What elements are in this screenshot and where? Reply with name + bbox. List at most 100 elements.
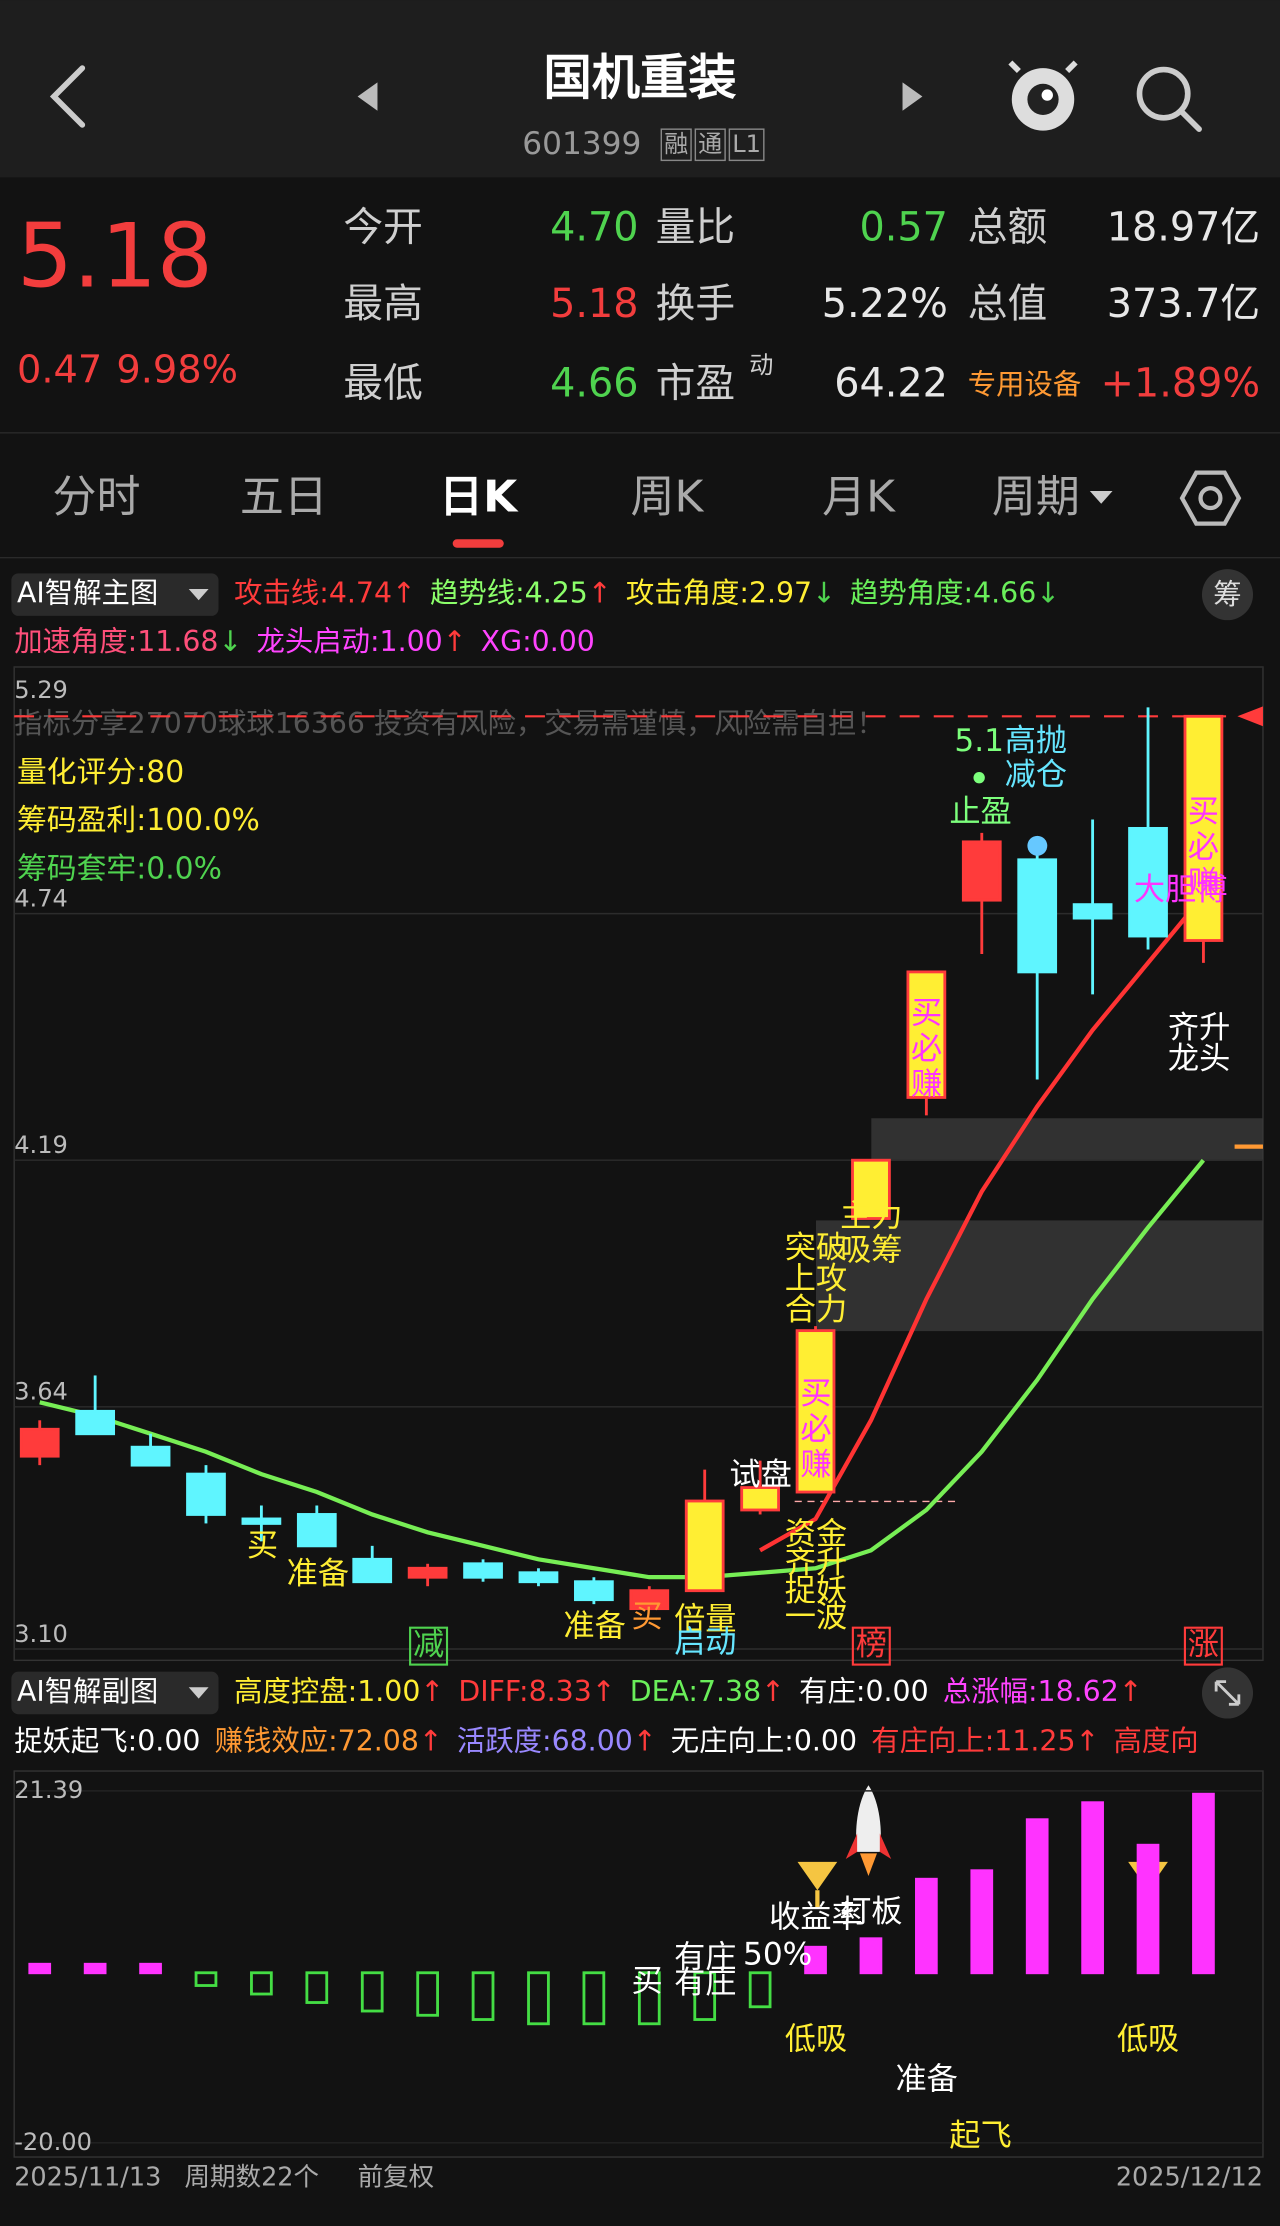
- annotation: 50%: [743, 1937, 812, 1973]
- stat-label-sup: 动: [749, 351, 773, 379]
- annotation: 一波: [785, 1599, 847, 1635]
- tab[interactable]: 五日: [240, 472, 328, 523]
- annotation-box: [851, 1626, 891, 1666]
- indicator-value: XG:0.00: [481, 625, 595, 658]
- y-tick-label: 5.29: [14, 676, 68, 704]
- annotation: 上攻: [785, 1261, 847, 1297]
- annotation: 倍量: [674, 1602, 736, 1638]
- zone: [815, 1220, 1263, 1332]
- indicator-arrow: ↑: [588, 577, 612, 610]
- sub-bar: [83, 1962, 107, 1975]
- annotation: 买必赚: [911, 996, 942, 1103]
- annotation: 准备: [563, 1609, 625, 1645]
- adjust-mode: 前复权: [358, 2162, 435, 2192]
- candle-body: [684, 1499, 725, 1593]
- prev-stock[interactable]: [357, 82, 378, 111]
- trophy-icon: [797, 1861, 838, 1909]
- indicator-arrow: ↑: [633, 1725, 657, 1758]
- candle-body: [186, 1472, 226, 1516]
- sub-bar: [970, 1869, 994, 1975]
- indicator-value: 攻击角度:2.97: [626, 577, 812, 610]
- expand-button[interactable]: [1201, 1667, 1254, 1719]
- tab[interactable]: 月K: [822, 472, 896, 523]
- annotation: 5.1: [954, 723, 1004, 759]
- annotation: 齐升: [1168, 1010, 1230, 1046]
- candle-body: [795, 1329, 836, 1494]
- indicator-value: DIFF:8.33: [458, 1675, 591, 1708]
- y-tick-label: 4.19: [14, 1131, 68, 1159]
- chip-button-label[interactable]: 筹: [1213, 578, 1241, 611]
- tab[interactable]: 分时: [53, 472, 141, 523]
- candle-body: [906, 970, 947, 1099]
- candle-body: [629, 1589, 670, 1611]
- sub-bar: [748, 1971, 772, 2009]
- sub-indicator-name[interactable]: AI智解副图: [17, 1675, 158, 1708]
- stat-label: 量比: [656, 204, 735, 250]
- back-button[interactable]: [49, 65, 86, 128]
- badge: [728, 128, 765, 162]
- annotation: 合力: [785, 1292, 847, 1328]
- period-count: 周期数22个: [184, 2162, 319, 2192]
- tab[interactable]: 日K: [439, 472, 519, 523]
- main-indicator-name[interactable]: AI智解主图: [17, 577, 158, 610]
- candle-body: [296, 1513, 337, 1548]
- candle-body: [961, 840, 1002, 902]
- zone: [871, 1118, 1263, 1161]
- candle-body: [574, 1580, 614, 1602]
- stat-value: 5.22%: [822, 281, 948, 327]
- candle-body: [463, 1562, 503, 1579]
- sub-bar: [527, 1971, 550, 2026]
- annotation: 齐升: [785, 1545, 847, 1581]
- tab-indicator: [452, 539, 504, 548]
- chip-trapped: 筹码套牢:0.0%: [17, 851, 222, 886]
- stat-label: 总额: [968, 204, 1047, 250]
- annotation: 捉妖: [785, 1573, 847, 1609]
- sub-bar: [804, 1945, 827, 1975]
- annotation: 买: [631, 1963, 662, 1999]
- sub-indicator-button[interactable]: [11, 1671, 219, 1715]
- stat-label: 专用设备: [968, 368, 1082, 401]
- annotation: 有庄: [674, 1939, 736, 1975]
- stat-value: 5.18: [550, 281, 638, 327]
- moving-average: [39, 1158, 1206, 1580]
- annotation: 有庄: [674, 1965, 736, 2001]
- sub-bar: [250, 1971, 273, 1996]
- indicator-value: 高度向: [1114, 1725, 1199, 1758]
- price-change: 0.47: [17, 347, 102, 392]
- tab[interactable]: 周K: [631, 472, 705, 523]
- sub-bar: [693, 1971, 717, 2021]
- stat-label: 换手: [656, 281, 735, 327]
- signal-dot: [1027, 835, 1048, 856]
- search-icon[interactable]: [1136, 66, 1202, 132]
- indicator-value: 高度控盘:1.00: [234, 1675, 420, 1708]
- annotation: 准备: [287, 1556, 349, 1592]
- y-tick-label: 4.74: [14, 884, 68, 912]
- sub-chart-frame: [13, 1770, 1264, 2158]
- main-indicator-button[interactable]: [11, 573, 219, 616]
- annotation: 低吸: [1117, 2022, 1179, 2058]
- settings-icon[interactable]: [1179, 470, 1242, 526]
- candle-body: [1128, 826, 1168, 938]
- sub-bar: [637, 1971, 661, 2026]
- indicator-arrow: ↑: [761, 1675, 785, 1708]
- chip-button[interactable]: [1201, 569, 1254, 621]
- indicator-arrow: ↑: [420, 1675, 444, 1708]
- indicator-arrow: ↑: [419, 1725, 443, 1758]
- indicator-value: 趋势角度:4.66: [850, 577, 1036, 610]
- tab[interactable]: 周期: [992, 472, 1080, 523]
- annotation: 低吸: [785, 2022, 847, 2058]
- robot-icon[interactable]: [1008, 60, 1078, 131]
- next-stock[interactable]: [902, 82, 923, 111]
- annotation: 涨: [1188, 1627, 1219, 1663]
- sub-bar: [859, 1937, 883, 1975]
- candle-body: [1072, 903, 1113, 920]
- candle-body: [407, 1566, 448, 1579]
- indicator-value: 总涨幅:18.62: [943, 1675, 1119, 1708]
- sub-bar: [582, 1971, 606, 2026]
- badge: [694, 128, 726, 162]
- stock-name: 国机重装: [544, 50, 737, 106]
- candle-body: [1017, 858, 1058, 974]
- dropdown-arrow[interactable]: [1089, 491, 1113, 504]
